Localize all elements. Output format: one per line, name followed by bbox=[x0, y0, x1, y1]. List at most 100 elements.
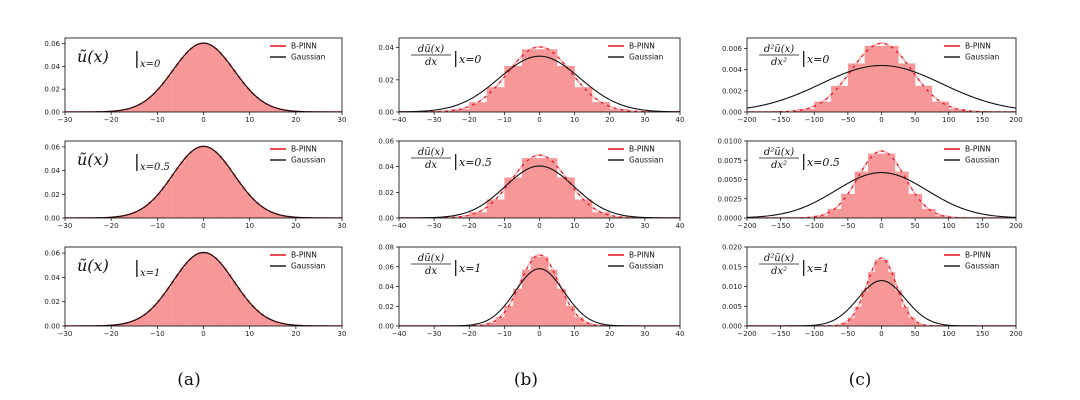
annotation-denominator: dx bbox=[425, 160, 437, 171]
plot-area bbox=[65, 145, 342, 218]
legend-label-bpinn: B-PINN bbox=[629, 145, 655, 154]
histogram-bar bbox=[277, 214, 283, 218]
histogram-bar bbox=[894, 171, 909, 218]
x-tick-label: −10 bbox=[497, 116, 512, 124]
y-tick-label: 0.00 bbox=[44, 323, 60, 331]
y-tick-label: 0.005 bbox=[722, 303, 742, 311]
histogram-bar bbox=[868, 272, 875, 326]
histogram-bar bbox=[143, 100, 149, 112]
histogram-bar bbox=[161, 293, 167, 326]
histogram-bar bbox=[134, 105, 140, 112]
x-tick-label: −30 bbox=[58, 116, 73, 124]
histogram-bar bbox=[574, 317, 584, 326]
x-tick-label: 0 bbox=[201, 116, 205, 124]
histogram-bar bbox=[217, 262, 223, 326]
histogram-bar bbox=[171, 280, 176, 326]
histogram-bar bbox=[221, 161, 227, 218]
histogram-bar bbox=[521, 49, 540, 112]
x-tick-label: −200 bbox=[737, 330, 756, 338]
histogram-bar bbox=[245, 87, 250, 112]
histogram-bar bbox=[263, 103, 269, 112]
histogram-bar bbox=[235, 287, 241, 326]
histogram-bar bbox=[469, 212, 488, 218]
x-tick-label: −150 bbox=[771, 330, 790, 338]
series-line-reference-dashed bbox=[399, 254, 680, 326]
y-tick-label: 0.0075 bbox=[718, 157, 743, 165]
histogram-bar bbox=[221, 267, 227, 326]
y-tick-label: 0.02 bbox=[44, 191, 60, 199]
x-tick-label: −20 bbox=[104, 330, 119, 338]
histogram-bar bbox=[143, 206, 149, 218]
y-tick-label: 0.04 bbox=[378, 283, 394, 291]
histogram-bar bbox=[161, 81, 167, 112]
x-tick-label: −50 bbox=[840, 330, 855, 338]
y-tick-label: 0.04 bbox=[378, 163, 394, 171]
y-tick-label: 0.02 bbox=[378, 303, 394, 311]
histogram-bar bbox=[175, 63, 181, 112]
x-tick-label: 10 bbox=[570, 222, 579, 230]
annotation-denominator: dx² bbox=[771, 160, 787, 171]
histogram-bar bbox=[208, 148, 213, 218]
x-tick-label: 10 bbox=[245, 116, 254, 124]
x-tick-label: 10 bbox=[245, 222, 254, 230]
x-tick-label: −30 bbox=[58, 222, 73, 230]
legend-label-gaussian: Gaussian bbox=[291, 262, 326, 271]
histogram-bar bbox=[240, 293, 246, 326]
x-tick-label: 150 bbox=[976, 222, 989, 230]
histogram-bar bbox=[152, 92, 158, 112]
x-tick-label: 20 bbox=[291, 330, 300, 338]
histogram-bar bbox=[814, 101, 832, 112]
histogram-bar bbox=[185, 262, 190, 326]
x-tick-label: 150 bbox=[976, 116, 989, 124]
histogram-bar bbox=[915, 323, 923, 326]
histogram-bar bbox=[881, 153, 896, 218]
histogram-bar bbox=[189, 151, 195, 218]
histogram-bar bbox=[157, 87, 163, 112]
y-tick-label: 0.02 bbox=[378, 189, 394, 197]
y-tick-label: 0.006 bbox=[722, 45, 743, 53]
histogram-bar bbox=[212, 257, 218, 326]
subplot-grid: −30 −20 −10 0 10 20 30 0.00 0.02 0.04 0.06 B-PINN Ga… bbox=[44, 37, 1023, 339]
x-tick-label: 30 bbox=[640, 222, 649, 230]
annotation-denominator: dx² bbox=[771, 57, 787, 68]
subplot-b0: −40 −30 −20 −10 0 10 20 30 40 0.00 0.02 0.04 B-PINN G… bbox=[378, 37, 684, 124]
histogram-bar bbox=[258, 100, 264, 112]
y-tick-label: 0.002 bbox=[722, 87, 742, 95]
x-tick-label: −40 bbox=[392, 330, 407, 338]
y-tick-label: 0.000 bbox=[722, 323, 742, 331]
histogram-bar bbox=[268, 319, 273, 326]
annotation-eval-bar: | bbox=[801, 48, 806, 67]
histogram-bar bbox=[881, 259, 889, 326]
histogram-bar bbox=[574, 87, 593, 112]
histogram-bar bbox=[208, 44, 213, 112]
histogram-bar bbox=[226, 63, 232, 112]
histogram-bar bbox=[152, 197, 158, 218]
series-line-bpinn bbox=[747, 257, 1016, 326]
histogram-bar bbox=[908, 193, 923, 218]
annotation-eval-bar: | bbox=[801, 257, 806, 276]
y-tick-label: 0.04 bbox=[44, 63, 60, 71]
histogram-bar bbox=[129, 321, 135, 326]
histogram-bar bbox=[539, 256, 549, 326]
histogram-bar bbox=[539, 49, 558, 112]
histogram-bar bbox=[521, 269, 531, 326]
histogram-bar bbox=[548, 269, 558, 326]
x-tick-label: −50 bbox=[840, 116, 855, 124]
histogram-bar bbox=[180, 161, 186, 218]
x-tick-label: −30 bbox=[58, 330, 73, 338]
subplot-c2: −200 −150 −100 −50 0 50 100 150 200 0.000 0.005 0.0… bbox=[722, 244, 1023, 339]
histogram-bar bbox=[931, 101, 949, 112]
y-tick-label: 0.06 bbox=[44, 250, 60, 258]
x-tick-label: 20 bbox=[605, 330, 614, 338]
x-tick-label: 100 bbox=[942, 222, 955, 230]
histogram-bar bbox=[148, 309, 153, 326]
y-tick-label: 0.06 bbox=[44, 143, 60, 151]
histogram-bar bbox=[574, 199, 593, 218]
histogram-bar bbox=[203, 43, 209, 112]
x-tick-label: −20 bbox=[462, 330, 477, 338]
histogram-bar bbox=[203, 146, 209, 218]
annotation-lhs: ũ(x) bbox=[77, 150, 109, 169]
annotation-denominator: dx bbox=[425, 57, 437, 68]
x-tick-label: −150 bbox=[771, 116, 790, 124]
series-line-gaussian bbox=[65, 251, 342, 326]
